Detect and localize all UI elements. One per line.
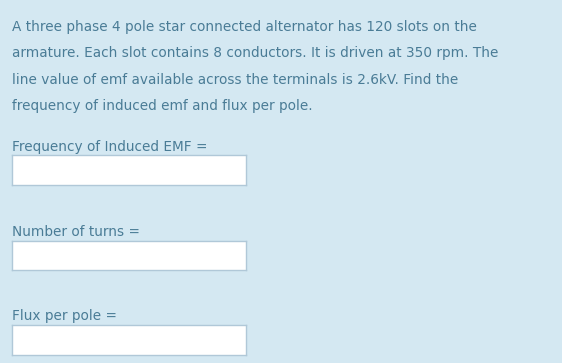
Text: Flux per pole =: Flux per pole = (12, 309, 117, 323)
Text: frequency of induced emf and flux per pole.: frequency of induced emf and flux per po… (12, 99, 313, 114)
Text: A three phase 4 pole star connected alternator has 120 slots on the: A three phase 4 pole star connected alte… (12, 20, 477, 34)
Text: line value of emf available across the terminals is 2.6kV. Find the: line value of emf available across the t… (12, 73, 459, 87)
Text: armature. Each slot contains 8 conductors. It is driven at 350 rpm. The: armature. Each slot contains 8 conductor… (12, 46, 498, 61)
Text: Number of turns =: Number of turns = (12, 225, 140, 239)
Text: Frequency of Induced EMF =: Frequency of Induced EMF = (12, 140, 208, 154)
